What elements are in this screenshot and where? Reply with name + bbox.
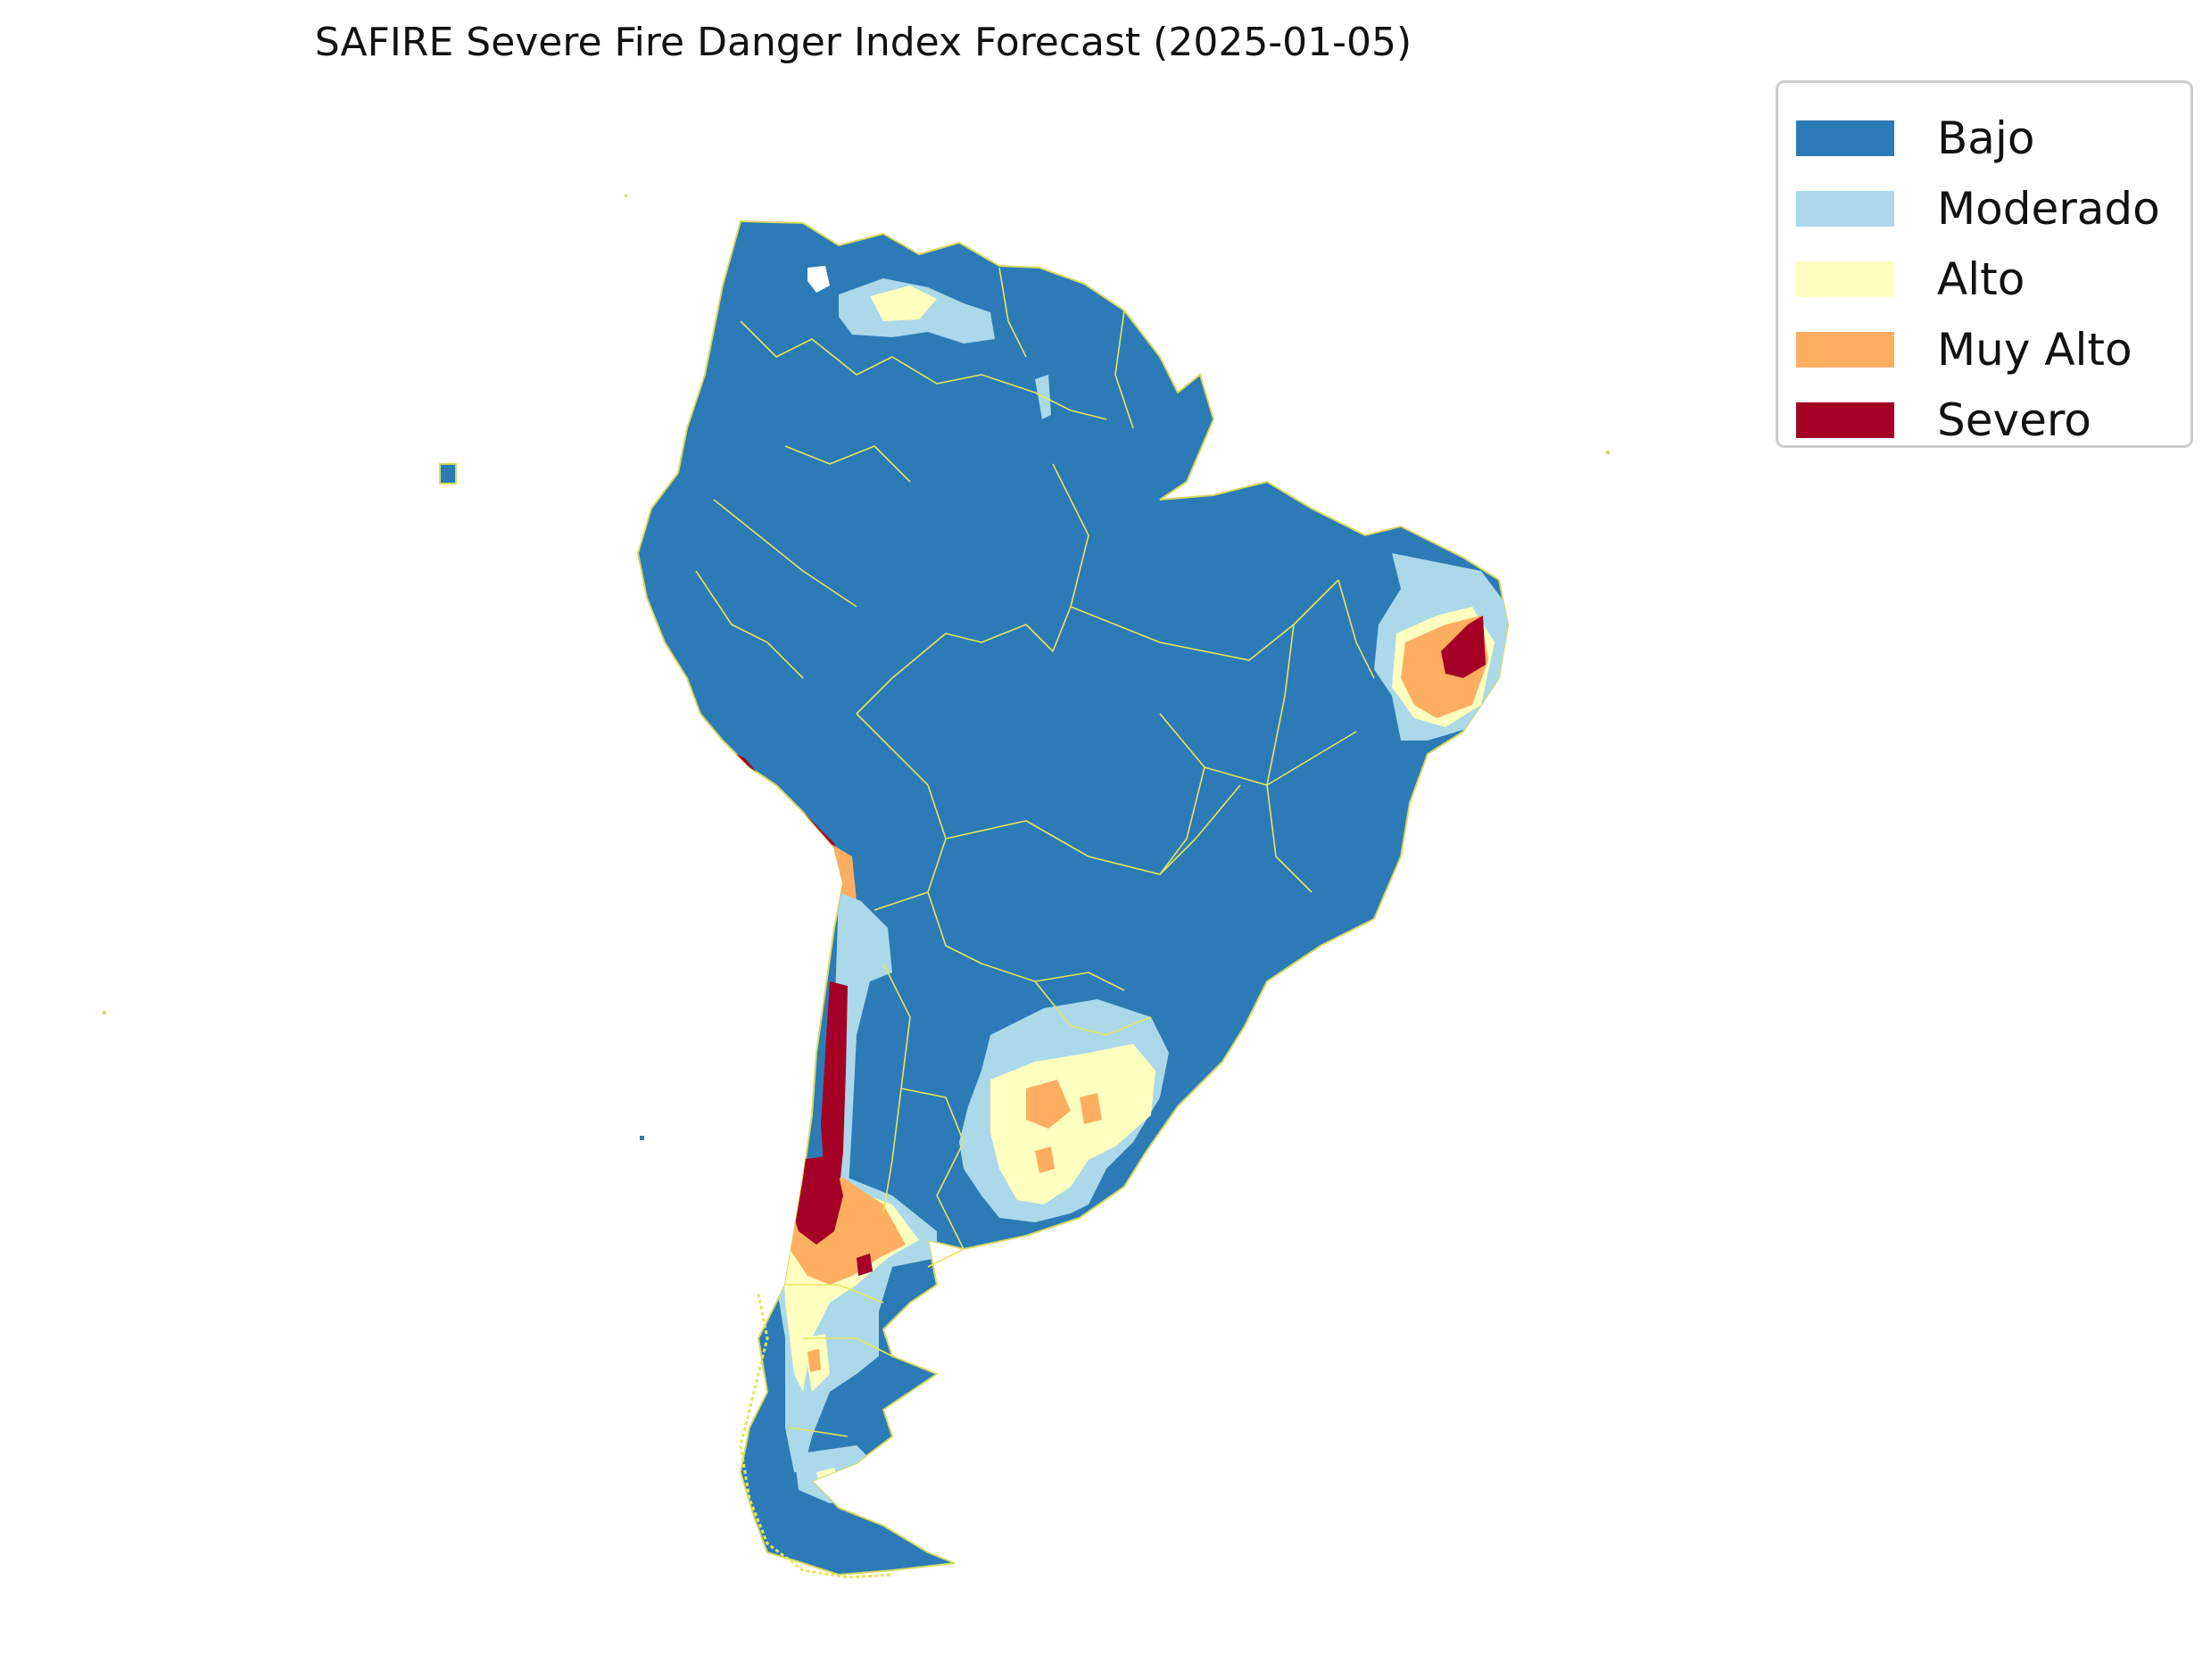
island-dot-1: [640, 1136, 644, 1140]
legend-item-moderado: Moderado: [1778, 173, 2190, 244]
legend: Bajo Moderado Alto Muy Alto Severo: [1776, 80, 2193, 448]
legend-item-muy-alto: Muy Alto: [1778, 314, 2190, 385]
legend-label-severo: Severo: [1937, 393, 2091, 446]
legend-swatch-muy-alto: [1796, 331, 1894, 368]
map-title: SAFIRE Severe Fire Danger Index Forecast…: [314, 20, 1412, 65]
legend-swatch-alto: [1796, 261, 1894, 297]
legend-item-bajo: Bajo: [1778, 103, 2190, 173]
legend-swatch-severo: [1796, 401, 1894, 438]
south-america-fire-danger-map: [103, 194, 1610, 1579]
zone-pampas-muy-alto-2: [1080, 1093, 1102, 1124]
island-dot-3: [1606, 451, 1610, 454]
island-dot-4: [625, 194, 627, 197]
zone-patagonia-muy-alto-south: [807, 1349, 821, 1372]
zone-ne-brazil-severo: [1441, 616, 1486, 678]
island-dot-2: [103, 1011, 106, 1014]
legend-swatch-moderado: [1796, 190, 1894, 227]
zone-pampas-muy-alto-3: [1035, 1146, 1055, 1173]
zone-pampas-alto: [990, 1044, 1155, 1204]
lake-maracaibo: [807, 266, 830, 293]
zone-pampas-muy-alto-1: [1026, 1080, 1071, 1129]
boundary-lines: [695, 267, 1375, 1437]
legend-label-moderado: Moderado: [1937, 182, 2160, 235]
zone-chile-moderado: [830, 892, 892, 1204]
zone-venezuela-alto: [870, 286, 937, 321]
continent-landmass: [636, 219, 1510, 1577]
zone-patagonia-severo: [790, 1155, 843, 1245]
legend-item-alto: Alto: [1778, 244, 2190, 314]
legend-item-severo: Severo: [1778, 385, 2190, 455]
galapagos-islands: [439, 463, 457, 484]
legend-label-alto: Alto: [1937, 252, 2025, 305]
chile-fjord-fringe: [739, 1293, 893, 1579]
legend-swatch-bajo: [1796, 120, 1894, 156]
legend-label-muy-alto: Muy Alto: [1937, 323, 2132, 376]
legend-label-bajo: Bajo: [1937, 112, 2035, 164]
zone-patagonia-severo-spot: [857, 1254, 873, 1276]
zone-chile-severo: [821, 981, 848, 1196]
